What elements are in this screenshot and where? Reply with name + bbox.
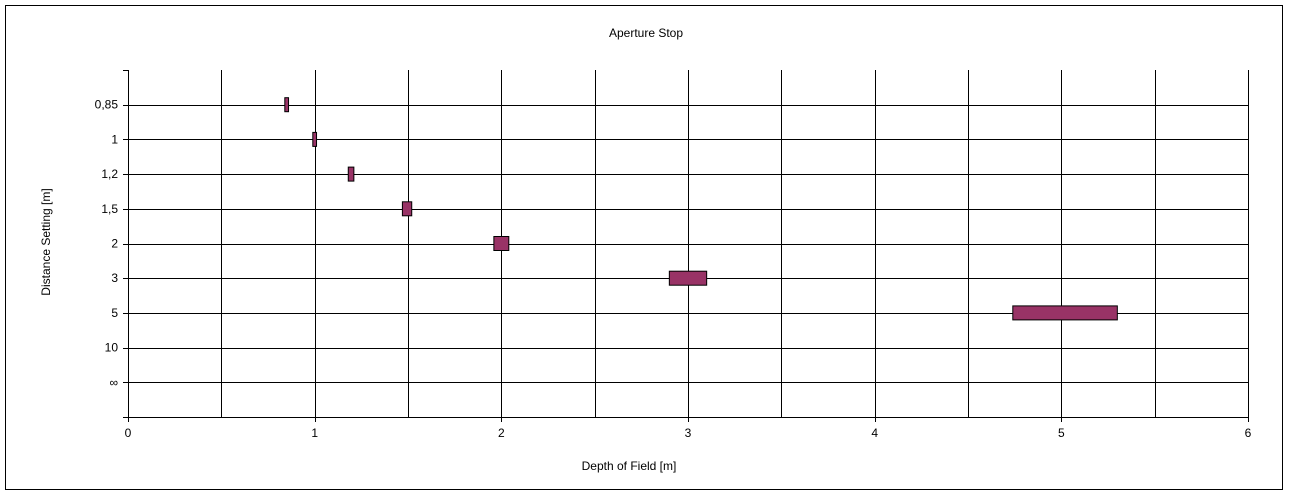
chart-frame: Aperture Stop Depth of Field [m] Distanc… <box>5 5 1283 490</box>
y-tick-label: 5 <box>111 306 118 320</box>
x-tick-label: 1 <box>311 426 318 440</box>
x-tick-label: 5 <box>1058 426 1065 440</box>
x-axis-ticks: 0 1 2 3 4 5 6 <box>125 417 1252 440</box>
range-bar <box>401 201 413 217</box>
x-tick-label: 4 <box>871 426 878 440</box>
range-bars <box>284 97 1118 321</box>
y-tick-label: ∞ <box>109 375 118 389</box>
y-tick-label: 1,5 <box>101 202 118 216</box>
range-bar <box>1012 305 1118 321</box>
range-bar <box>312 131 318 147</box>
range-bar <box>493 236 510 251</box>
x-tick-label: 3 <box>685 426 692 440</box>
x-tick-label: 0 <box>125 426 132 440</box>
range-bar <box>668 270 708 286</box>
y-tick-label: 0,85 <box>95 98 119 112</box>
chart-title: Aperture Stop <box>609 26 683 40</box>
range-bar <box>347 166 355 182</box>
x-tick-label: 6 <box>1245 426 1252 440</box>
chart-svg: Aperture Stop Depth of Field [m] Distanc… <box>39 26 1252 473</box>
y-tick-label: 3 <box>111 271 118 285</box>
y-axis-title: Distance Setting [m] <box>39 188 53 295</box>
x-axis-title: Depth of Field [m] <box>582 459 677 473</box>
grid <box>128 70 1249 418</box>
y-tick-label: 1,2 <box>101 167 118 181</box>
y-axis-ticks: 0,85 1 1,2 1,5 2 3 5 10 ∞ <box>95 70 128 418</box>
y-tick-label: 10 <box>105 341 119 355</box>
y-tick-label: 1 <box>111 132 118 146</box>
range-bar <box>284 97 290 113</box>
y-tick-label: 2 <box>111 237 118 251</box>
x-tick-label: 2 <box>498 426 505 440</box>
